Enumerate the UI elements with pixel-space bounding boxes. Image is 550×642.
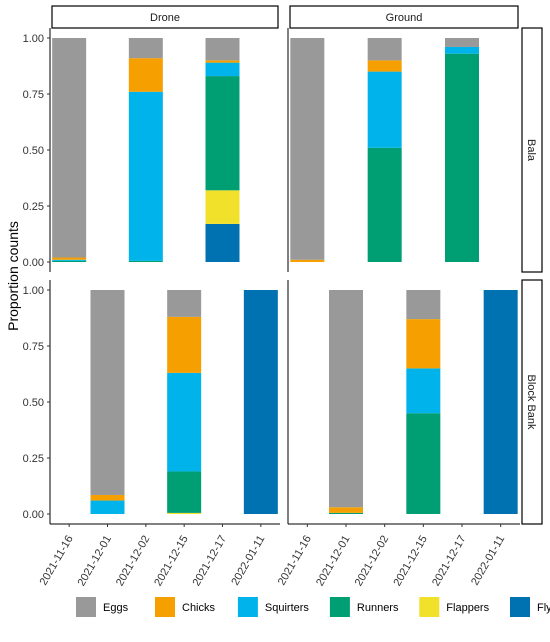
facet-strip-block-bank — [521, 279, 543, 525]
bar-segment-runners — [445, 53, 479, 263]
x-tick-label: 2021-11-16 — [38, 534, 76, 588]
facet-label-block-bank: Block Bank — [525, 374, 537, 430]
bar-segment-eggs — [367, 38, 402, 61]
bar-segment-eggs — [445, 38, 479, 47]
x-tick-label: 2021-12-15 — [391, 534, 430, 589]
bar-segment-squirters — [205, 62, 240, 77]
x-tick-label: 2022-01-11 — [469, 534, 507, 588]
bar-segment-flyers — [483, 290, 518, 514]
x-tick-label: 2021-12-02 — [114, 534, 153, 589]
y-tick-label: 0.25 — [23, 453, 44, 465]
bar-segment-runners — [128, 260, 163, 262]
facet-label-drone: Drone — [150, 12, 180, 24]
legend-key-flappers — [419, 597, 440, 617]
y-tick-label: 0.50 — [23, 145, 44, 157]
facet-strip-ground — [289, 5, 519, 29]
bar-segment-runners — [406, 413, 441, 514]
y-axis-title: Proportion counts — [5, 221, 21, 331]
x-tick-label: 2021-12-17 — [191, 534, 230, 589]
bar-segment-chicks — [329, 507, 363, 513]
legend-key-squirters — [237, 597, 258, 617]
bar-segment-eggs — [406, 290, 441, 320]
bar-segment-eggs — [290, 38, 325, 260]
bar-segment-squirters — [90, 500, 125, 514]
bar-segment-runners — [52, 260, 87, 262]
bar-segment-squirters — [52, 259, 87, 261]
bar-segment-flappers — [205, 190, 240, 224]
bar-segment-chicks — [406, 319, 441, 369]
bar-segment-runners — [167, 471, 202, 513]
bar-segment-runners — [205, 76, 240, 191]
bar-segment-chicks — [205, 60, 240, 63]
facet-strip-bala — [521, 27, 543, 273]
bar-segment-flyers — [205, 223, 240, 262]
x-tick-label: 2022-01-11 — [229, 534, 267, 588]
y-tick-label: 0.75 — [23, 341, 44, 353]
legend-label-runners: Runners — [357, 602, 399, 614]
legend-label-flyers: Flyers — [537, 602, 550, 614]
facet-label-bala: Bala — [525, 139, 537, 162]
x-tick-label: 2021-12-02 — [353, 534, 392, 589]
bar-segment-squirters — [406, 368, 441, 414]
bar-segment-eggs — [205, 38, 240, 61]
x-tick-label: 2021-12-01 — [76, 534, 115, 589]
bar-segment-eggs — [52, 38, 87, 258]
legend-label-flappers: Flappers — [446, 602, 489, 614]
bar-segment-chicks — [367, 60, 402, 72]
bar-segment-chicks — [290, 259, 325, 262]
bar-segment-flappers — [167, 512, 202, 514]
legend-key-chicks — [155, 597, 175, 617]
legend-key-eggs — [76, 597, 96, 617]
y-tick-label: 0.00 — [23, 257, 44, 269]
y-tick-label: 0.00 — [23, 509, 44, 521]
legend-label-eggs: Eggs — [103, 602, 129, 614]
bar-segment-squirters — [128, 91, 163, 261]
bar-segment-eggs — [329, 290, 363, 508]
y-tick-label: 1.00 — [23, 33, 44, 45]
y-tick-label: 0.50 — [23, 397, 44, 409]
y-tick-label: 1.00 — [23, 285, 44, 297]
bar-segment-squirters — [167, 372, 202, 472]
legend-label-squirters: Squirters — [265, 602, 310, 614]
bar-segment-squirters — [367, 71, 402, 148]
bar-segment-eggs — [128, 38, 163, 59]
x-tick-label: 2021-12-01 — [314, 534, 353, 589]
bar-segment-chicks — [128, 58, 163, 92]
bar-segment-chicks — [52, 257, 87, 260]
legend-key-flyers — [510, 597, 530, 617]
legend-key-runners — [329, 597, 350, 617]
legend-label-chicks: Chicks — [182, 602, 216, 614]
x-tick-label: 2021-12-15 — [152, 534, 191, 589]
facet-label-ground: Ground — [386, 12, 423, 24]
bar-segment-runners — [367, 147, 402, 262]
bar-segment-chicks — [167, 316, 202, 373]
x-tick-label: 2021-11-16 — [276, 534, 314, 588]
bar-segment-eggs — [90, 290, 125, 495]
x-tick-label: 2021-12-17 — [430, 534, 469, 589]
bar-segment-flyers — [243, 290, 278, 514]
facet-strip-drone — [51, 5, 279, 29]
y-tick-label: 0.75 — [23, 89, 44, 101]
bar-segment-squirters — [445, 46, 479, 54]
bar-segment-runners — [329, 512, 363, 514]
bar-segment-chicks — [90, 494, 125, 501]
bar-segment-eggs — [167, 290, 202, 317]
y-tick-label: 0.25 — [23, 201, 44, 213]
